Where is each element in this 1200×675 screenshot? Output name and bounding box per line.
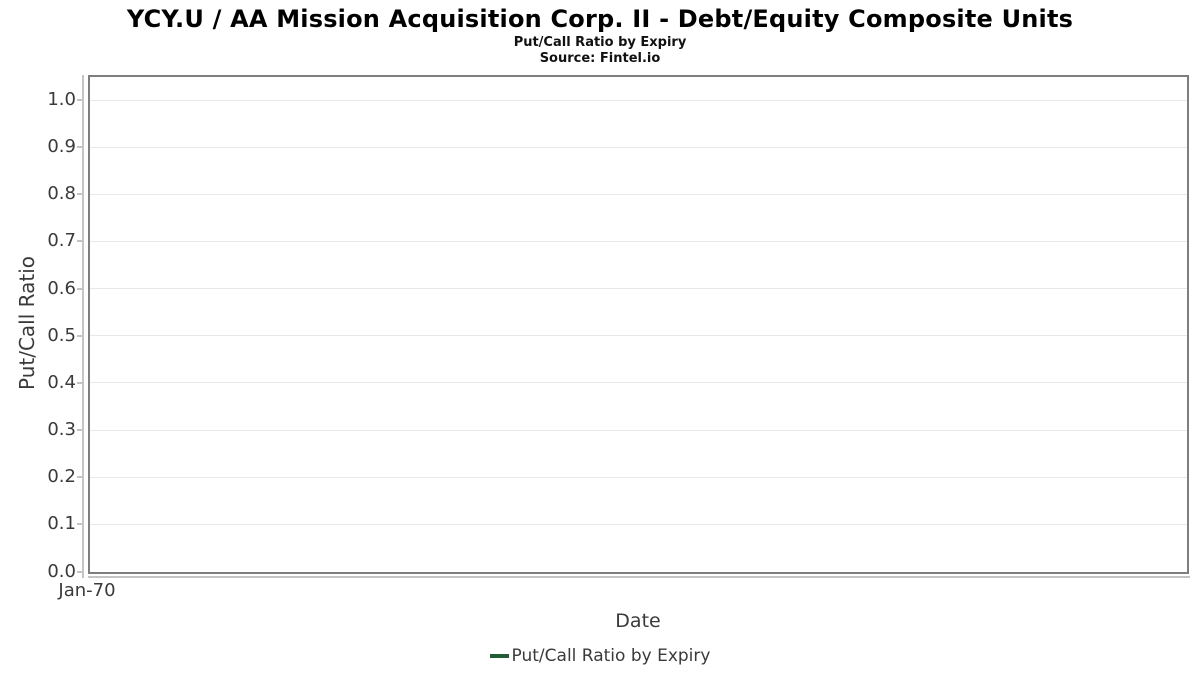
legend-item-put-call-ratio[interactable]: Put/Call Ratio by Expiry	[489, 645, 711, 667]
y-tick-label-0.1: 0.1	[47, 513, 76, 535]
y-tick-0.9	[77, 146, 84, 149]
gridline-0.9	[90, 146, 1187, 148]
chart-subtitle: Put/Call Ratio by Expiry	[513, 35, 687, 50]
gridline-0.1	[90, 523, 1187, 525]
gridline-0.7	[90, 240, 1187, 242]
gridline-0.5	[90, 335, 1187, 337]
legend: Put/Call Ratio by Expiry	[0, 645, 1200, 667]
y-tick-0.6	[77, 287, 84, 290]
gridline-1.0	[90, 99, 1187, 101]
y-tick-label-0.9: 0.9	[47, 136, 76, 158]
y-tick-0.1	[77, 523, 84, 526]
chart-source-label: Source: Fintel.io	[539, 51, 661, 66]
gridline-0.2	[90, 476, 1187, 478]
y-tick-label-0.8: 0.8	[47, 183, 76, 205]
y-tick-label-0.4: 0.4	[47, 371, 76, 393]
plot-area	[88, 75, 1189, 574]
y-tick-label-0.2: 0.2	[47, 466, 76, 488]
gridline-0.8	[90, 193, 1187, 195]
chart-title: YCY.U / AA Mission Acquisition Corp. II …	[126, 5, 1074, 33]
y-axis-line	[82, 75, 84, 578]
legend-line-marker	[489, 654, 509, 658]
y-tick-0.2	[77, 476, 84, 479]
y-tick-label-0.5: 0.5	[47, 324, 76, 346]
y-tick-label-0.3: 0.3	[47, 419, 76, 441]
y-tick-0.4	[77, 381, 84, 384]
y-tick-1.0	[77, 99, 84, 101]
y-tick-0.8	[77, 193, 84, 196]
y-tick-0.7	[77, 240, 84, 243]
gridline-0.6	[90, 288, 1187, 290]
y-tick-0.3	[77, 429, 84, 432]
y-tick-label-1.0: 1.0	[47, 89, 76, 110]
y-tick-0.5	[77, 334, 84, 337]
x-axis-title: Date	[615, 610, 661, 632]
gridline-0.4	[90, 382, 1187, 384]
gridline-0.3	[90, 429, 1187, 431]
y-tick-label-0.7: 0.7	[47, 230, 76, 252]
y-tick-label-0.0: 0.0	[47, 560, 76, 582]
y-tick-0.0	[77, 570, 84, 573]
legend-label: Put/Call Ratio by Expiry	[511, 646, 711, 666]
x-axis-line	[88, 576, 1190, 578]
y-tick-label-0.6: 0.6	[47, 277, 76, 299]
x-tick-label: Jan-70	[58, 580, 116, 601]
